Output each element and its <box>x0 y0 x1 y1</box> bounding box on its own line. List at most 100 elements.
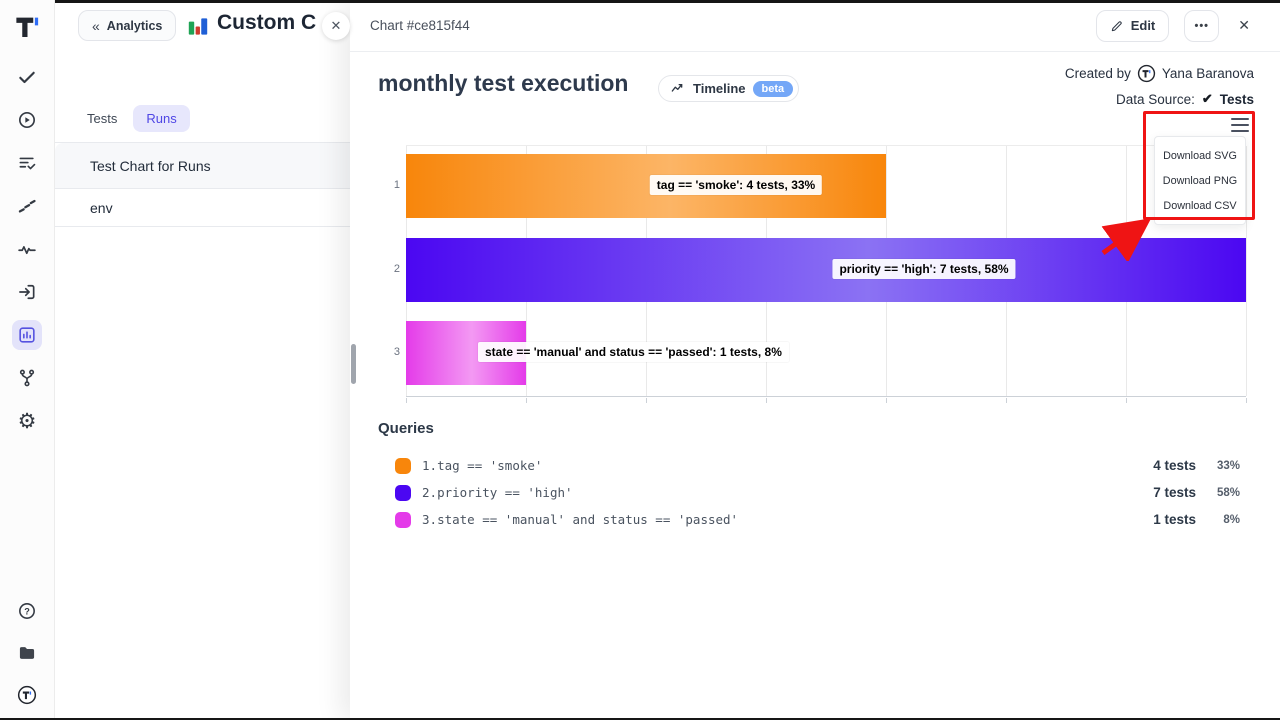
y-axis-category: 2 <box>393 263 400 275</box>
panel-close-button[interactable]: ✕ <box>322 12 350 40</box>
query-row: 1. tag == 'smoke' 4 tests 33% <box>395 452 1240 479</box>
download-menu: Download SVG Download PNG Download CSV <box>1154 136 1246 225</box>
bar-data-label: state == 'manual' and status == 'passed'… <box>478 342 789 362</box>
query-number: 1. <box>422 458 438 473</box>
sidebar-item-tests[interactable] <box>12 62 42 92</box>
query-tests-count: 4 tests <box>1153 458 1196 473</box>
queries-heading: Queries <box>378 420 434 437</box>
sidebar-item-import[interactable] <box>12 277 42 307</box>
bar-priority-high[interactable] <box>406 238 1246 302</box>
sidebar-item-branches[interactable] <box>12 363 42 393</box>
sidebar-item-plans[interactable] <box>12 148 42 178</box>
sidebar-item-help[interactable]: ? <box>12 596 42 626</box>
plot-area: 1 2 3 tag == 'smoke': 4 tests, 33% prior… <box>394 145 1247 403</box>
activity-pulse-icon <box>18 246 36 255</box>
play-circle-icon <box>18 111 36 129</box>
list-item-env[interactable]: env <box>55 189 350 227</box>
data-source-value: Tests <box>1219 91 1254 107</box>
query-color-swatch <box>395 511 411 528</box>
queries-list: 1. tag == 'smoke' 4 tests 33% 2. priorit… <box>395 452 1240 533</box>
axis-tick <box>526 398 527 403</box>
sidebar-item-projects[interactable] <box>12 638 42 668</box>
check-icon: ✔ <box>1201 91 1213 106</box>
list-item-label: env <box>90 199 113 216</box>
sidebar-nav-top: ⚙ <box>12 62 42 436</box>
branch-fork-icon <box>19 369 35 387</box>
axis-tick <box>406 398 407 403</box>
edit-label: Edit <box>1130 18 1156 33</box>
query-number: 3. <box>422 512 438 527</box>
beta-badge: beta <box>752 80 794 97</box>
axis-tick <box>1006 398 1007 403</box>
axis-tick <box>646 398 647 403</box>
axis-tick <box>766 398 767 403</box>
svg-text:?: ? <box>24 606 30 616</box>
axis-tick <box>1126 398 1127 403</box>
bar-chart-icon <box>19 327 35 343</box>
edit-button[interactable]: Edit <box>1095 9 1170 42</box>
panel-title: Custom C <box>217 11 317 34</box>
overlay-header: Chart #ce815f44 Edit ••• ✕ <box>350 0 1280 52</box>
query-expression: priority == 'high' <box>437 485 573 500</box>
query-percent: 8% <box>1223 513 1240 526</box>
window-top-edge <box>55 0 1280 3</box>
query-expression: state == 'manual' and status == 'passed' <box>437 512 739 527</box>
back-label: Analytics <box>106 18 163 33</box>
timeline-label: Timeline <box>693 81 746 96</box>
stairs-icon <box>18 199 36 213</box>
chart-context-menu-icon[interactable] <box>1231 118 1249 132</box>
timeline-toggle-button[interactable]: Timeline beta <box>658 75 800 102</box>
chart-title: monthly test execution <box>378 70 629 96</box>
axis-tick <box>1246 398 1247 403</box>
axis-tick <box>886 398 887 403</box>
menu-item-download-png[interactable]: Download PNG <box>1162 174 1238 187</box>
overlay-actions: Edit ••• ✕ <box>1095 9 1254 42</box>
created-by-line: Created by Yana Baranova <box>1065 64 1254 83</box>
user-avatar <box>1137 64 1156 83</box>
menu-item-download-csv[interactable]: Download CSV <box>1163 199 1237 212</box>
bar-data-label: priority == 'high': 7 tests, 58% <box>832 259 1016 279</box>
panel-scrollbar-thumb[interactable] <box>351 344 356 384</box>
check-icon <box>19 71 35 84</box>
data-source-line: Data Source: ✔ Tests <box>1116 91 1254 107</box>
menu-item-download-svg[interactable]: Download SVG <box>1163 149 1237 162</box>
sidebar-item-analytics[interactable] <box>12 320 42 350</box>
list-item-test-chart-for-runs[interactable]: Test Chart for Runs <box>55 143 350 189</box>
chart-detail-overlay: Chart #ce815f44 Edit ••• ✕ monthly test … <box>350 0 1280 720</box>
tab-tests[interactable]: Tests <box>87 111 118 126</box>
list-check-icon <box>19 157 36 170</box>
query-percent: 58% <box>1216 486 1240 499</box>
help-question-icon: ? <box>19 603 35 619</box>
query-percent: 33% <box>1216 459 1240 472</box>
data-source-label: Data Source: <box>1116 91 1195 107</box>
sidebar-item-runs[interactable] <box>12 105 42 135</box>
sidebar-nav-bottom: ? <box>12 596 42 710</box>
divider <box>55 142 350 143</box>
folder-icon <box>19 647 35 659</box>
app-sidebar: ⚙ ? <box>0 0 55 720</box>
sidebar-item-milestones[interactable] <box>12 191 42 221</box>
close-icon: ✕ <box>330 18 342 33</box>
tests-runs-tabs: Tests Runs <box>87 105 190 132</box>
back-to-analytics-button[interactable]: « Analytics <box>78 10 177 41</box>
query-row: 3. state == 'manual' and status == 'pass… <box>395 506 1240 533</box>
gridline <box>1246 146 1247 396</box>
query-number: 2. <box>422 485 438 500</box>
account-logo-icon <box>17 685 37 705</box>
sidebar-item-pulse[interactable] <box>12 234 42 264</box>
pencil-icon <box>1111 20 1122 31</box>
sidebar-item-account[interactable] <box>12 680 42 710</box>
overlay-close-button[interactable]: ✕ <box>1234 13 1254 38</box>
app-logo-icon[interactable] <box>12 12 42 42</box>
import-icon <box>19 284 35 300</box>
tab-runs[interactable]: Runs <box>133 105 190 132</box>
sidebar-item-settings[interactable]: ⚙ <box>12 406 42 436</box>
y-axis-category: 3 <box>393 346 400 358</box>
window-bottom-edge <box>0 718 1280 720</box>
custom-charts-panel: « Analytics Custom C Tests Runs Test Cha… <box>55 0 350 720</box>
chevrons-left-icon: « <box>92 17 100 34</box>
created-by-name: Yana Baranova <box>1161 66 1254 81</box>
gear-icon: ⚙ <box>17 409 37 433</box>
created-by-label: Created by <box>1064 66 1131 81</box>
more-options-button[interactable]: ••• <box>1184 9 1220 42</box>
